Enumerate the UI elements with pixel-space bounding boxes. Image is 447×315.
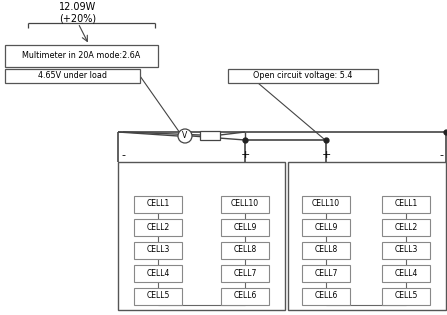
Text: CELL6: CELL6 [233, 291, 257, 301]
Bar [5, 69, 140, 83]
Text: 4.65V under load: 4.65V under load [38, 72, 107, 81]
Bar [302, 242, 350, 259]
Text: -: - [439, 150, 443, 160]
Bar [302, 288, 350, 305]
Text: CELL5: CELL5 [146, 291, 170, 301]
Text: CELL10: CELL10 [312, 199, 340, 209]
Text: CELL3: CELL3 [394, 245, 417, 255]
Bar [5, 45, 158, 67]
Bar [200, 130, 220, 140]
Text: CELL4: CELL4 [394, 268, 417, 278]
Bar [382, 219, 430, 236]
Bar [302, 196, 350, 213]
Text: Open circuit voltage: 5.4: Open circuit voltage: 5.4 [253, 72, 353, 81]
Text: V: V [182, 131, 188, 140]
Text: CELL2: CELL2 [146, 222, 169, 232]
Circle shape [178, 129, 192, 143]
Text: CELL7: CELL7 [314, 268, 337, 278]
Text: CELL2: CELL2 [394, 222, 417, 232]
Bar [382, 242, 430, 259]
Text: CELL10: CELL10 [231, 199, 259, 209]
Text: +: + [321, 150, 331, 160]
Bar [221, 265, 269, 282]
Text: CELL1: CELL1 [394, 199, 417, 209]
Bar [134, 219, 182, 236]
Bar [302, 219, 350, 236]
Text: Multimeter in 20A mode:2.6A: Multimeter in 20A mode:2.6A [22, 51, 141, 60]
Bar [382, 265, 430, 282]
Text: +: + [240, 150, 250, 160]
Bar [382, 288, 430, 305]
Text: CELL7: CELL7 [233, 268, 257, 278]
Text: CELL5: CELL5 [394, 291, 417, 301]
Bar [118, 162, 285, 310]
Bar [221, 219, 269, 236]
Text: CELL6: CELL6 [314, 291, 337, 301]
Text: CELL3: CELL3 [146, 245, 170, 255]
Text: CELL4: CELL4 [146, 268, 170, 278]
Text: -: - [121, 150, 125, 160]
Bar [134, 242, 182, 259]
Bar [134, 265, 182, 282]
Bar [228, 69, 378, 83]
Bar [221, 242, 269, 259]
Bar [134, 288, 182, 305]
Text: CELL8: CELL8 [233, 245, 257, 255]
Bar [302, 265, 350, 282]
Text: CELL9: CELL9 [314, 222, 337, 232]
Bar [288, 162, 446, 310]
Bar [221, 288, 269, 305]
Text: 12.09W
(+20%): 12.09W (+20%) [59, 2, 97, 24]
Bar [134, 196, 182, 213]
Text: CELL9: CELL9 [233, 222, 257, 232]
Bar [221, 196, 269, 213]
Text: CELL1: CELL1 [146, 199, 169, 209]
Text: CELL8: CELL8 [314, 245, 337, 255]
Bar [382, 196, 430, 213]
